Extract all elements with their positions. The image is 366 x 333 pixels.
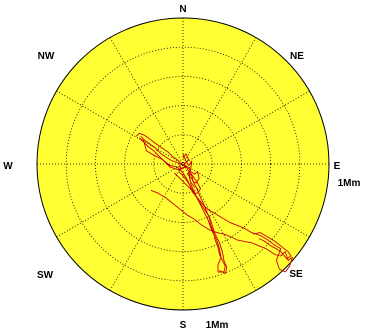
polar-plot-face	[36, 17, 330, 311]
trajectory-line-7	[253, 232, 292, 260]
grid-spoke-30	[56, 90, 310, 238]
radius-label-east: 1Mm	[338, 178, 361, 189]
trajectory-line-3	[150, 170, 293, 273]
direction-label-se: SE	[289, 269, 303, 280]
trajectory-line-6	[182, 153, 200, 188]
radius-label-south: 1Mm	[206, 320, 229, 331]
direction-label-sw: SW	[37, 270, 54, 281]
trajectory-line-5	[173, 172, 228, 274]
trajectory-line-2	[182, 153, 226, 273]
direction-label-e: E	[334, 161, 341, 172]
direction-label-s: S	[180, 320, 187, 331]
direction-label-n: N	[179, 4, 186, 15]
grid-spoke-120	[109, 37, 257, 291]
trajectory-lines	[135, 132, 293, 274]
grid-ring-3	[95, 76, 271, 252]
direction-label-w: W	[3, 161, 13, 172]
direction-label-ne: NE	[290, 51, 304, 62]
polar-grid-spokes	[37, 18, 329, 310]
grid-ring-1	[153, 134, 213, 194]
trajectory-line-4	[135, 132, 187, 171]
grid-ring-4	[65, 46, 301, 282]
direction-label-nw: NW	[38, 51, 55, 62]
grid-spoke-60	[109, 37, 257, 291]
grid-spoke-150	[56, 90, 310, 238]
